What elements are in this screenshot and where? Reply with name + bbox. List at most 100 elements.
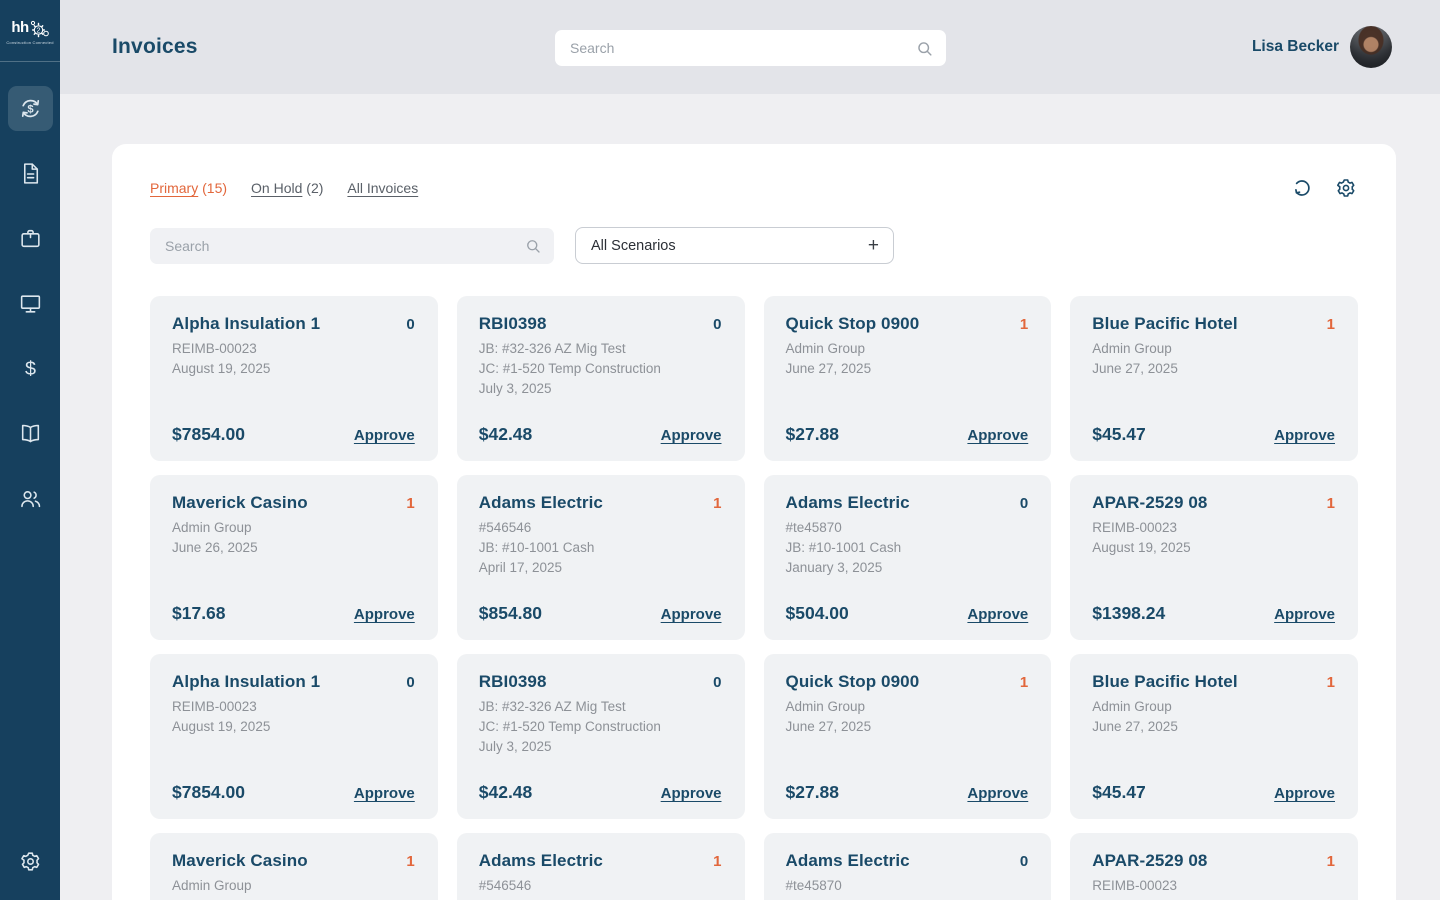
invoice-vendor-name: Adams Electric xyxy=(478,493,603,512)
invoice-detail-line: #te45870 xyxy=(785,878,842,893)
invoice-details: #546546 JB: #10-1001 Cash April 17, 2025 xyxy=(479,518,722,578)
invoice-card[interactable]: Adams Electric 0 #te45870 JB: #10-1001 Ca… xyxy=(763,475,1052,640)
invoice-detail-line: REIMB-00023 xyxy=(172,699,257,714)
monitor-icon xyxy=(20,295,40,313)
invoice-amount: $27.88 xyxy=(785,782,840,802)
invoice-count-badge: 1 xyxy=(1326,674,1335,691)
invoice-detail-line: JC: #1-520 Temp Construction xyxy=(478,360,661,376)
invoice-vendor-name: Quick Stop 0900 xyxy=(785,314,920,333)
user-menu[interactable]: Lisa Becker xyxy=(1252,0,1392,94)
invoice-card[interactable]: APAR-2529 08 1 REIMB-00023 August 19, 202… xyxy=(1070,833,1358,900)
invoice-card[interactable]: Blue Pacific Hotel 1 Admin Group June 27,… xyxy=(1070,654,1358,819)
approve-link[interactable]: Approve xyxy=(660,606,722,623)
invoice-detail-line: Admin Group xyxy=(1092,341,1172,356)
invoice-detail-line: April 17, 2025 xyxy=(478,559,563,575)
sidebar-item-directory[interactable] xyxy=(8,411,53,456)
document-icon xyxy=(23,163,38,184)
sidebar-item-users[interactable] xyxy=(8,476,53,521)
invoice-details: Admin Group June 26, 2025 xyxy=(172,876,415,900)
invoice-details: REIMB-00023 August 19, 2025 xyxy=(1092,876,1335,900)
invoice-count-badge: 0 xyxy=(406,674,415,691)
invoice-amount: $42.48 xyxy=(478,782,533,802)
sidebar-item-payments[interactable]: $ xyxy=(8,346,53,391)
invoice-detail-line: REIMB-00023 xyxy=(1092,878,1178,893)
invoice-card[interactable]: Alpha Insulation 1 0 REIMB-00023 August 1… xyxy=(150,296,438,461)
users-icon xyxy=(20,491,40,508)
invoice-details: REIMB-00023 August 19, 2025 xyxy=(172,339,415,379)
approve-link[interactable]: Approve xyxy=(353,785,415,802)
invoice-detail-line: #te45870 xyxy=(785,520,842,535)
approve-link[interactable]: Approve xyxy=(967,427,1029,444)
invoice-amount: $504.00 xyxy=(785,603,849,623)
invoice-card[interactable]: Maverick Casino 1 Admin Group June 26, 20… xyxy=(150,475,438,640)
invoice-card-grid: Alpha Insulation 1 0 REIMB-00023 August 1… xyxy=(150,296,1358,900)
invoice-detail-line: JB: #10-1001 Cash xyxy=(479,896,722,900)
invoice-tab[interactable]: On Hold (2) xyxy=(251,180,323,196)
global-search-input[interactable] xyxy=(570,40,915,56)
top-header: Invoices Lisa Becker xyxy=(60,0,1440,94)
invoice-vendor-name: Blue Pacific Hotel xyxy=(1092,672,1238,691)
invoice-count-badge: 1 xyxy=(1019,674,1029,691)
tab-label: All Invoices xyxy=(347,180,419,196)
invoice-card[interactable]: Adams Electric 0 #te45870 JB: #10-1001 Ca… xyxy=(763,833,1052,900)
approve-link[interactable]: Approve xyxy=(660,427,722,444)
invoice-vendor-name: Quick Stop 0900 xyxy=(785,672,920,691)
invoice-tab[interactable]: Primary (15) xyxy=(150,180,227,196)
invoice-detail-line: Admin Group xyxy=(785,341,866,356)
invoice-count-badge: 1 xyxy=(406,495,415,512)
tab-label: On Hold xyxy=(251,180,303,196)
global-search[interactable] xyxy=(555,30,946,66)
invoice-card[interactable]: APAR-2529 08 1 REIMB-00023 August 19, 202… xyxy=(1070,475,1358,640)
sidebar-item-invoices[interactable]: $ xyxy=(7,86,53,131)
app-logo[interactable]: hh 2 Construction Connected xyxy=(0,0,60,62)
approve-link[interactable]: Approve xyxy=(967,606,1029,623)
invoice-details: JB: #32-326 AZ Mig Test JC: #1-520 Temp C… xyxy=(479,697,722,757)
approve-link[interactable]: Approve xyxy=(353,606,415,623)
invoice-card[interactable]: Quick Stop 0900 1 Admin Group June 27, 20… xyxy=(763,296,1052,461)
invoice-detail-line: JB: #32-326 AZ Mig Test xyxy=(478,699,626,714)
invoice-detail-line: June 27, 2025 xyxy=(1092,718,1178,734)
invoice-vendor-name: APAR-2529 08 xyxy=(1092,493,1208,512)
approve-link[interactable]: Approve xyxy=(1274,606,1335,623)
tab-label: Primary xyxy=(150,180,199,196)
invoice-card[interactable]: Maverick Casino 1 Admin Group June 26, 20… xyxy=(150,833,438,900)
sidebar-item-documents[interactable] xyxy=(8,151,53,196)
invoice-card[interactable]: Adams Electric 1 #546546 JB: #10-1001 Cas… xyxy=(456,833,745,900)
invoice-card[interactable]: RBI0398 0 JB: #32-326 AZ Mig Test JC: #1-… xyxy=(456,654,745,819)
approve-link[interactable]: Approve xyxy=(660,785,722,802)
panel-settings-button[interactable] xyxy=(1334,176,1358,200)
history-button[interactable] xyxy=(1290,176,1314,200)
invoice-details: JB: #32-326 AZ Mig Test JC: #1-520 Temp C… xyxy=(479,339,722,399)
invoice-detail-line: January 3, 2025 xyxy=(785,559,883,575)
invoice-count-badge: 1 xyxy=(406,853,415,870)
invoice-count-badge: 0 xyxy=(1019,853,1029,870)
sidebar-item-projects[interactable] xyxy=(8,216,53,261)
approve-link[interactable]: Approve xyxy=(967,785,1029,802)
invoice-card[interactable]: Quick Stop 0900 1 Admin Group June 27, 20… xyxy=(763,654,1052,819)
invoice-detail-line: JB: #10-1001 Cash xyxy=(785,539,902,555)
invoice-card[interactable]: RBI0398 0 JB: #32-326 AZ Mig Test JC: #1-… xyxy=(456,296,745,461)
scenario-filter[interactable]: All Scenarios + xyxy=(575,227,894,264)
approve-link[interactable]: Approve xyxy=(353,427,415,444)
invoice-detail-line: REIMB-00023 xyxy=(172,341,257,356)
scenario-filter-label: All Scenarios xyxy=(591,237,676,254)
invoice-card[interactable]: Alpha Insulation 1 0 REIMB-00023 August 1… xyxy=(150,654,438,819)
invoice-search[interactable] xyxy=(150,227,554,264)
invoice-details: Admin Group June 27, 2025 xyxy=(1092,697,1335,737)
invoice-detail-line: Admin Group xyxy=(785,699,866,714)
sidebar-item-settings[interactable] xyxy=(8,839,53,884)
approve-link[interactable]: Approve xyxy=(1274,427,1335,444)
invoice-details: REIMB-00023 August 19, 2025 xyxy=(172,697,415,737)
sidebar-item-workstation[interactable] xyxy=(8,281,53,326)
approve-link[interactable]: Approve xyxy=(1274,785,1335,802)
invoice-count-badge: 0 xyxy=(1019,495,1029,512)
invoice-card[interactable]: Adams Electric 1 #546546 JB: #10-1001 Cas… xyxy=(456,475,745,640)
invoice-search-input[interactable] xyxy=(165,237,524,254)
invoice-tab[interactable]: All Invoices xyxy=(347,180,418,196)
add-scenario-icon[interactable]: + xyxy=(867,235,879,256)
user-avatar[interactable] xyxy=(1350,26,1392,68)
invoice-card[interactable]: Blue Pacific Hotel 1 Admin Group June 27,… xyxy=(1070,296,1358,461)
invoice-amount: $7854.00 xyxy=(172,424,245,444)
invoice-amount: $854.80 xyxy=(478,603,543,623)
